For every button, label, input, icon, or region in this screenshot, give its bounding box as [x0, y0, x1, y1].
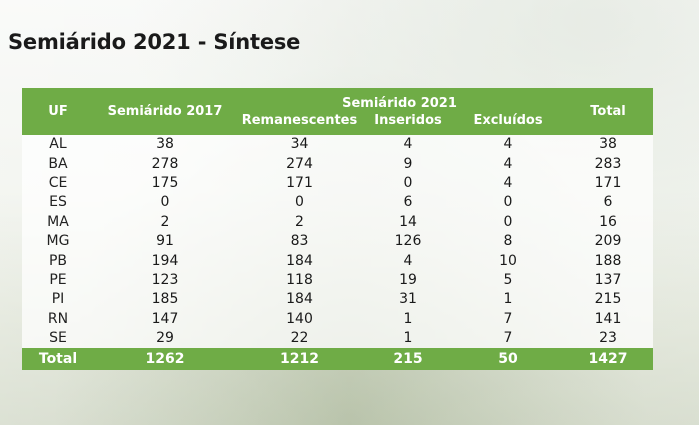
footer-inseridos: 215: [363, 348, 453, 371]
table-footer: Total 1262 1212 215 50 1427: [22, 348, 654, 371]
header-inseridos: Inseridos: [363, 111, 453, 135]
cell-excluidos: 0: [503, 213, 513, 230]
cell-inseridos: 4: [403, 252, 413, 269]
cell-semiarido-2017: 91: [156, 233, 174, 250]
cell-inseridos: 1: [403, 310, 413, 327]
cell-total: 141: [594, 310, 622, 327]
summary-table: UF Semiárido 2017 Semiárido 2021 Total R…: [22, 88, 654, 371]
cell-uf: RN: [47, 310, 69, 327]
cell-remanescentes: 83: [290, 233, 309, 250]
cell-total: 283: [594, 155, 622, 172]
cell-inseridos: 126: [394, 233, 422, 250]
cell-semiarido-2017: 123: [151, 271, 179, 288]
table-row: MG 91 83 126 8 209: [22, 231, 654, 252]
header-semiarido-2017: Semiárido 2017: [94, 88, 236, 135]
cell-remanescentes: 140: [286, 310, 313, 327]
cell-inseridos: 0: [403, 174, 413, 191]
cell-uf: CE: [48, 174, 68, 191]
cell-excluidos: 0: [503, 194, 513, 211]
cell-excluidos: 4: [503, 136, 513, 153]
cell-remanescentes: 22: [290, 330, 309, 347]
cell-uf: AL: [49, 136, 67, 153]
cell-remanescentes: 2: [295, 213, 304, 230]
header-excluidos: Excluídos: [453, 111, 564, 135]
header-semiarido-2021-group: Semiárido 2021: [236, 88, 564, 111]
cell-semiarido-2017: 147: [151, 310, 179, 327]
footer-remanescentes: 1212: [236, 348, 363, 371]
cell-inseridos: 14: [399, 213, 417, 230]
page-title: Semiárido 2021 - Síntese: [8, 30, 301, 54]
cell-total: 188: [594, 252, 622, 269]
cell-semiarido-2017: 2: [160, 213, 170, 230]
table-row: PI 185 184 31 1 215: [22, 290, 654, 310]
cell-uf: MG: [46, 233, 70, 250]
cell-remanescentes: 34: [290, 136, 309, 153]
footer-excluidos: 50: [453, 348, 564, 371]
cell-inseridos: 31: [399, 291, 417, 308]
cell-semiarido-2017: 278: [151, 155, 179, 172]
cell-remanescentes: 184: [286, 291, 313, 308]
table-row: ES 0 0 6 0 6: [22, 193, 654, 213]
cell-uf: BA: [48, 155, 68, 172]
header-total: Total: [563, 88, 654, 135]
cell-remanescentes: 171: [286, 174, 313, 191]
cell-semiarido-2017: 29: [156, 330, 174, 347]
table-row: BA 278 274 9 4 283: [22, 154, 654, 174]
footer-label: Total: [22, 348, 94, 371]
table-row: MA 2 2 14 0 16: [22, 212, 654, 232]
cell-inseridos: 4: [403, 136, 413, 153]
cell-excluidos: 7: [503, 310, 513, 327]
table-row: PB 194 184 4 10 188: [22, 251, 654, 271]
footer-semiarido-2017: 1262: [94, 348, 236, 371]
cell-total: 171: [594, 174, 622, 191]
cell-total: 6: [603, 194, 613, 211]
cell-semiarido-2017: 185: [151, 291, 179, 308]
cell-total: 38: [599, 136, 617, 153]
cell-uf: PI: [51, 291, 65, 308]
table-row: RN 147 140 1 7 141: [22, 309, 654, 329]
header-uf: UF: [22, 88, 94, 135]
cell-excluidos: 8: [503, 233, 513, 250]
cell-uf: SE: [49, 330, 67, 347]
cell-inseridos: 1: [403, 330, 413, 347]
header-remanescentes: Remanescentes: [236, 111, 363, 135]
cell-uf: ES: [49, 194, 67, 211]
cell-total: 209: [594, 233, 622, 250]
cell-total: 16: [599, 213, 617, 230]
cell-total: 137: [594, 271, 622, 288]
cell-excluidos: 7: [503, 330, 513, 347]
cell-uf: PB: [48, 252, 68, 269]
cell-semiarido-2017: 194: [151, 252, 179, 269]
cell-excluidos: 4: [503, 155, 513, 172]
cell-total: 215: [594, 291, 622, 308]
cell-inseridos: 6: [403, 194, 413, 211]
cell-total: 23: [599, 330, 617, 347]
table-row: CE 175 171 0 4 171: [22, 173, 654, 194]
cell-inseridos: 9: [403, 155, 413, 172]
cell-excluidos: 10: [499, 252, 517, 269]
cell-excluidos: 5: [503, 271, 513, 288]
cell-excluidos: 4: [503, 174, 513, 191]
cell-semiarido-2017: 38: [156, 136, 174, 153]
cell-remanescentes: 274: [286, 155, 313, 172]
table-body: AL 38 34 4 4 38 BA 278 274 9 4 283 CE 17…: [22, 135, 654, 349]
cell-semiarido-2017: 0: [160, 194, 170, 211]
table-row: AL 38 34 4 4 38: [22, 135, 654, 155]
footer-total: 1427: [563, 348, 654, 371]
cell-uf: PE: [49, 271, 67, 288]
cell-excluidos: 1: [503, 291, 513, 308]
cell-inseridos: 19: [399, 271, 417, 288]
cell-uf: MA: [47, 213, 69, 230]
cell-remanescentes: 0: [295, 194, 304, 211]
total-row: Total 1262 1212 215 50 1427: [22, 348, 654, 371]
cell-remanescentes: 118: [286, 271, 313, 288]
cell-semiarido-2017: 175: [151, 174, 179, 191]
cell-remanescentes: 184: [286, 252, 313, 269]
table-header: UF Semiárido 2017 Semiárido 2021 Total R…: [22, 88, 654, 135]
table-row: SE 29 22 1 7 23: [22, 328, 654, 349]
table-row: PE 123 118 19 5 137: [22, 270, 654, 291]
